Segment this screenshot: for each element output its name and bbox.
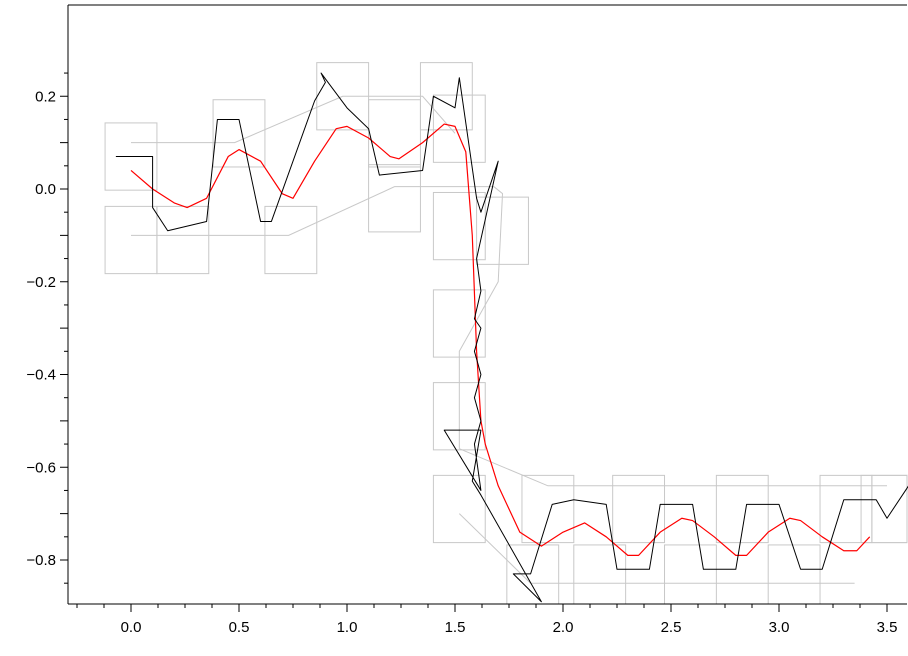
y-tick-label: −0.6 (26, 459, 56, 476)
knot-box (264, 205, 318, 275)
knot-box (212, 99, 266, 168)
knot-box (476, 196, 529, 265)
knot-box (104, 122, 158, 191)
knot-box (368, 99, 421, 168)
y-tick-label: 0.0 (35, 181, 56, 198)
series-layer (115, 72, 908, 603)
x-tick-label: 0.5 (229, 619, 250, 636)
x-tick-label: 2.0 (553, 619, 574, 636)
guide-line (131, 186, 504, 449)
knot-box (612, 474, 666, 544)
y-tick-label: −0.2 (26, 274, 56, 291)
control-polygon-line (115, 72, 908, 603)
x-tick-label: 1.5 (445, 619, 466, 636)
smooth-curve-line (130, 123, 871, 556)
knot-box (871, 474, 908, 544)
x-tick-label: 1.0 (337, 619, 358, 636)
x-tick-label: 3.0 (769, 619, 790, 636)
knot-box (156, 205, 210, 275)
knot-box (432, 191, 486, 261)
knot-box (104, 205, 158, 275)
knot-box (664, 544, 717, 605)
knot-box (368, 164, 421, 233)
knot-box (419, 62, 473, 131)
tick-label-layer: 0.2 0.0 −0.2 −0.4 −0.6 −0.8 0.0 0.5 1.0 1.5 2.0 2.5… (26, 88, 897, 636)
knot-box (767, 544, 821, 605)
x-tick-label: 2.5 (661, 619, 682, 636)
y-tick-label: −0.8 (26, 552, 56, 569)
guide-line (459, 448, 887, 487)
y-tick-label: −0.4 (26, 367, 56, 384)
knot-box (573, 544, 627, 605)
knot-box (432, 474, 486, 544)
knot-box-layer (104, 62, 908, 605)
y-tick-label: 0.2 (35, 88, 56, 105)
x-tick-label: 0.0 (121, 619, 142, 636)
knot-box (715, 474, 769, 544)
knot-box (432, 94, 486, 163)
axes-layer (60, 4, 907, 612)
x-tick-label: 3.5 (877, 619, 898, 636)
guide-line (131, 95, 456, 144)
